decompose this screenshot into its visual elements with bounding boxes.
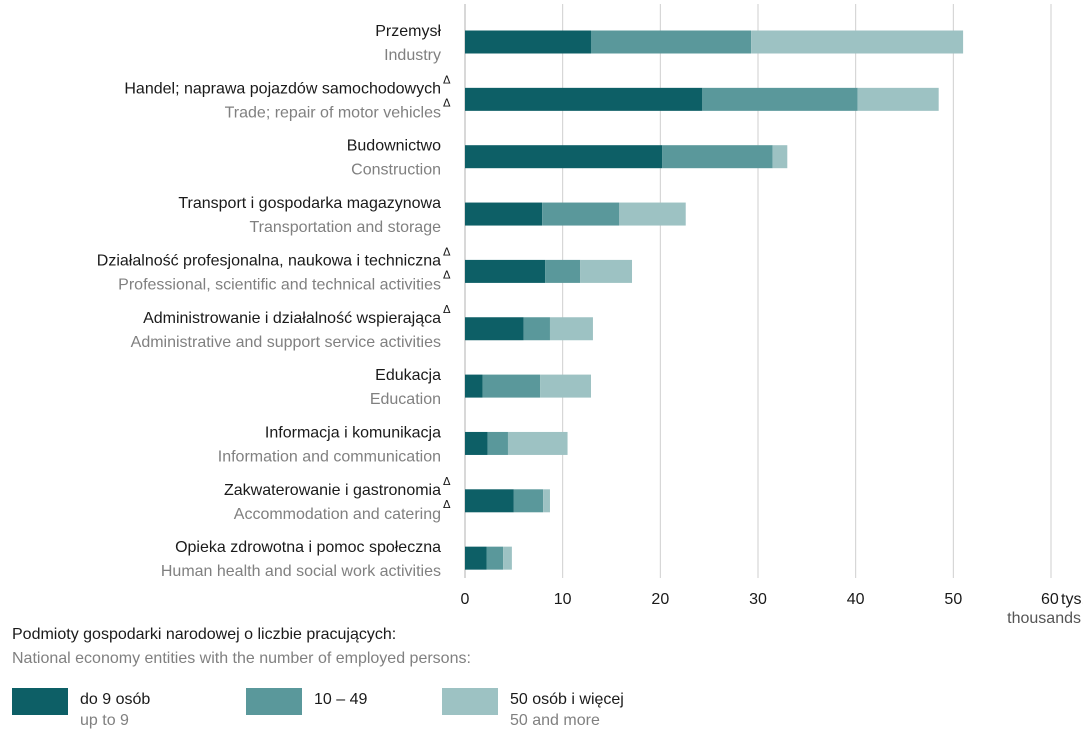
x-tick-label: 40 — [847, 591, 865, 608]
bars — [465, 30, 964, 570]
x-unit-label: tys. — [1061, 591, 1083, 608]
x-tick-label: 50 — [944, 591, 962, 608]
category-label: Zakwaterowanie i gastronomia — [224, 482, 441, 499]
legend-label: 50 osób i więcej — [510, 691, 624, 708]
bar-segment — [545, 259, 581, 283]
bar-segment — [465, 30, 591, 54]
bar-segment — [580, 259, 633, 283]
legend-swatch — [442, 688, 498, 715]
bar-segment — [486, 546, 504, 570]
bar-segment — [513, 489, 544, 513]
bar-segment — [503, 546, 512, 570]
category-labels: Przemysł Industry Handel; naprawa pojazdów… — [97, 23, 451, 580]
category-label: Transport i gospodarka magazynowa — [178, 195, 441, 212]
legend-title-en: National economy entities with the numbe… — [12, 650, 471, 667]
bar-segment — [465, 202, 543, 226]
legend-label: do 9 osób — [80, 691, 151, 708]
x-unit-label-en: thousands — [1007, 610, 1081, 626]
x-tick-label: 30 — [749, 591, 767, 608]
category-label: Edukacja — [375, 367, 441, 384]
bar-segment — [465, 546, 487, 570]
delta-mark: Δ — [443, 475, 451, 488]
category-label-en: Trade; repair of motor vehicles — [225, 104, 441, 121]
category-label-en: Information and communication — [218, 448, 441, 465]
bar-segment — [465, 489, 514, 513]
delta-mark: Δ — [443, 96, 451, 109]
bar-segment — [549, 317, 593, 341]
bar-segment — [465, 145, 663, 169]
bar-segment — [507, 431, 568, 455]
legend-label-en: 50 and more — [510, 712, 600, 729]
delta-mark: Δ — [443, 268, 451, 281]
delta-mark: Δ — [443, 245, 451, 258]
category-label-en: Human health and social work activities — [161, 563, 441, 580]
category-label-en: Industry — [384, 47, 441, 64]
bar-segment — [590, 30, 752, 54]
bar-segment — [465, 259, 546, 283]
delta-mark: Δ — [443, 73, 451, 86]
legend-label: 10 – 49 — [314, 691, 368, 708]
bar-segment — [465, 431, 488, 455]
bar-segment — [482, 374, 541, 398]
bar-segment — [857, 87, 939, 111]
legend-swatch — [246, 688, 302, 715]
category-label: Działalność profesjonalna, naukowa i tec… — [97, 252, 441, 269]
chart: Przemysł Industry Handel; naprawa pojazdów… — [97, 4, 1083, 626]
category-label-en: Education — [370, 391, 441, 408]
x-tick-label: 20 — [651, 591, 669, 608]
bar-segment — [465, 374, 483, 398]
legend-swatch — [12, 688, 68, 715]
delta-mark: Δ — [443, 303, 451, 316]
x-tick-label: 60 — [1041, 591, 1059, 608]
category-label-en: Accommodation and catering — [234, 506, 441, 523]
bar-segment — [772, 145, 788, 169]
category-label-en: Administrative and support service activ… — [131, 334, 441, 351]
category-label: Administrowanie i działalność wspierając… — [143, 310, 441, 327]
category-label: Opieka zdrowotna i pomoc społeczna — [175, 539, 441, 556]
bar-segment — [540, 374, 591, 398]
delta-mark: Δ — [443, 498, 451, 511]
category-label: Handel; naprawa pojazdów samochodowych — [124, 80, 441, 97]
bar-segment — [542, 202, 620, 226]
x-tick-label: 0 — [461, 591, 470, 608]
bar-segment — [465, 87, 703, 111]
bar-segment — [702, 87, 858, 111]
category-label: Przemysł — [375, 23, 441, 40]
category-label-en: Professional, scientific and technical a… — [118, 276, 441, 293]
bar-segment — [619, 202, 686, 226]
category-label: Informacja i komunikacja — [265, 424, 441, 441]
legend-title: Podmioty gospodarki narodowej o liczbie … — [12, 626, 397, 643]
legend-label-en: up to 9 — [80, 712, 129, 729]
category-label-en: Transportation and storage — [249, 219, 441, 236]
bar-segment — [662, 145, 773, 169]
bar-segment — [543, 489, 550, 513]
category-label-en: Construction — [351, 162, 441, 179]
bar-segment — [523, 317, 550, 341]
x-tick-label: 10 — [554, 591, 572, 608]
bar-segment — [465, 317, 524, 341]
bar-segment — [751, 30, 964, 54]
legend: Podmioty gospodarki narodowej o liczbie … — [12, 626, 1072, 732]
category-label: Budownictwo — [347, 138, 441, 155]
bar-segment — [487, 431, 508, 455]
